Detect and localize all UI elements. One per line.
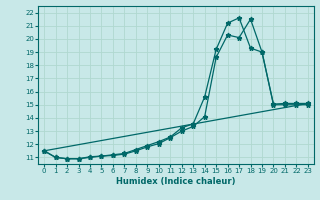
X-axis label: Humidex (Indice chaleur): Humidex (Indice chaleur) (116, 177, 236, 186)
